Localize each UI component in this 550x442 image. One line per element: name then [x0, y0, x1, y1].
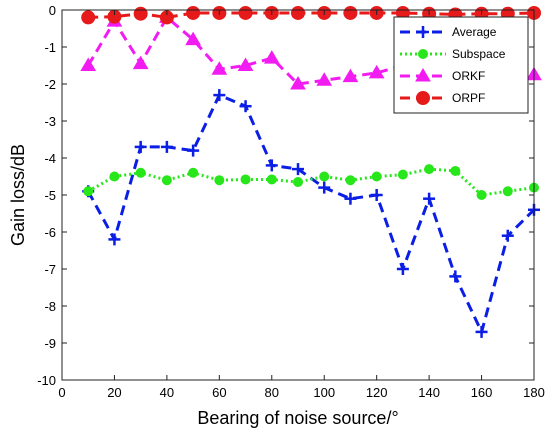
y-tick-label: -9 [44, 336, 56, 351]
legend-item-average: Average [400, 25, 497, 39]
data-point-orpf [291, 5, 305, 20]
data-point-average [187, 144, 200, 157]
y-axis-label: Gain loss/dB [8, 144, 28, 246]
x-tick-label: 40 [160, 385, 174, 400]
data-point-average [475, 325, 488, 338]
data-point-orkf [211, 61, 228, 75]
y-tick-label: -7 [44, 262, 56, 277]
data-point-orkf [237, 57, 254, 71]
y-tick-label: 0 [49, 3, 56, 18]
legend-item-orkf: ORKF [400, 68, 485, 83]
x-tick-label: 180 [523, 385, 545, 400]
series-line-subspace [87, 167, 535, 197]
data-point-orkf [290, 76, 306, 90]
data-point-average [396, 263, 409, 275]
y-tick-label: -4 [44, 151, 56, 166]
data-point-subspace [424, 164, 435, 175]
data-point-orpf [186, 5, 201, 20]
series-subspace [83, 164, 539, 200]
x-tick-label: 140 [418, 385, 440, 400]
legend-label-average: Average [452, 25, 497, 39]
data-point-average [108, 233, 121, 246]
x-tick-label: 100 [313, 385, 335, 400]
y-tick-label: -6 [44, 225, 56, 240]
legend-item-subspace: Subspace [400, 47, 506, 61]
data-point-subspace [161, 175, 172, 186]
data-point-orkf [368, 64, 385, 79]
data-point-average [449, 270, 462, 283]
data-point-average [344, 192, 357, 205]
data-point-orkf [185, 31, 201, 46]
y-tick-label: -2 [44, 77, 56, 92]
y-tick-label: -5 [44, 188, 56, 203]
legend-marker-average [417, 26, 429, 38]
data-point-average [265, 159, 278, 172]
data-point-subspace [109, 171, 120, 182]
data-point-subspace [135, 167, 146, 178]
data-point-orpf [238, 5, 253, 20]
data-point-orpf [343, 5, 358, 20]
legend-label-orkf: ORKF [452, 69, 485, 83]
x-tick-label: 120 [366, 385, 388, 400]
y-tick-label: -1 [44, 40, 56, 55]
ticks-layer: 0 20 40 60 80 100 120 140 160 180 0 -1 -2 -3 -4 -5 -6 -7 -… [37, 3, 545, 400]
data-point-subspace [266, 174, 277, 185]
x-tick-label: 160 [471, 385, 493, 400]
legend-label-orpf: ORPF [452, 91, 485, 105]
data-point-subspace [476, 190, 487, 200]
y-tick-label: -8 [44, 299, 56, 314]
data-point-average [501, 229, 514, 242]
x-axis-label: Bearing of noise source/° [197, 408, 398, 428]
x-tick-label: 80 [265, 385, 279, 400]
data-point-orpf [133, 6, 148, 21]
y-tick-label: -3 [44, 114, 56, 129]
data-point-orkf [342, 68, 359, 83]
data-point-average [423, 192, 436, 205]
x-tick-label: 60 [212, 385, 226, 400]
data-point-orkf [80, 57, 97, 71]
data-point-average [239, 100, 252, 113]
data-point-subspace [345, 175, 356, 186]
data-point-subspace [397, 169, 408, 180]
legend-marker-orkf [415, 68, 431, 82]
data-point-orkf [263, 50, 280, 64]
data-point-subspace [502, 186, 513, 197]
data-point-orkf [132, 55, 149, 70]
data-point-subspace [240, 174, 251, 185]
data-point-subspace [188, 167, 199, 178]
data-point-subspace [214, 175, 225, 186]
legend: Average Subspace ORKF ORPF [393, 16, 529, 114]
data-point-average [134, 140, 147, 153]
data-point-orpf [81, 10, 96, 25]
legend-marker-orpf [416, 91, 430, 105]
y-tick-label: -10 [37, 373, 56, 388]
data-point-average [292, 163, 304, 176]
data-point-subspace [293, 177, 303, 188]
legend-label-subspace: Subspace [452, 47, 506, 61]
legend-marker-subspace [418, 49, 428, 59]
data-point-average [370, 189, 383, 201]
data-point-subspace [83, 186, 94, 197]
data-point-orkf [316, 72, 333, 86]
data-point-subspace [319, 171, 330, 182]
legend-item-orpf: ORPF [400, 91, 485, 105]
data-point-average [160, 140, 173, 153]
x-tick-label: 0 [58, 385, 65, 400]
data-point-average [318, 181, 331, 194]
x-tick-label: 20 [107, 385, 121, 400]
data-point-average [213, 89, 226, 102]
data-point-subspace [450, 165, 461, 176]
data-point-subspace [371, 171, 382, 182]
